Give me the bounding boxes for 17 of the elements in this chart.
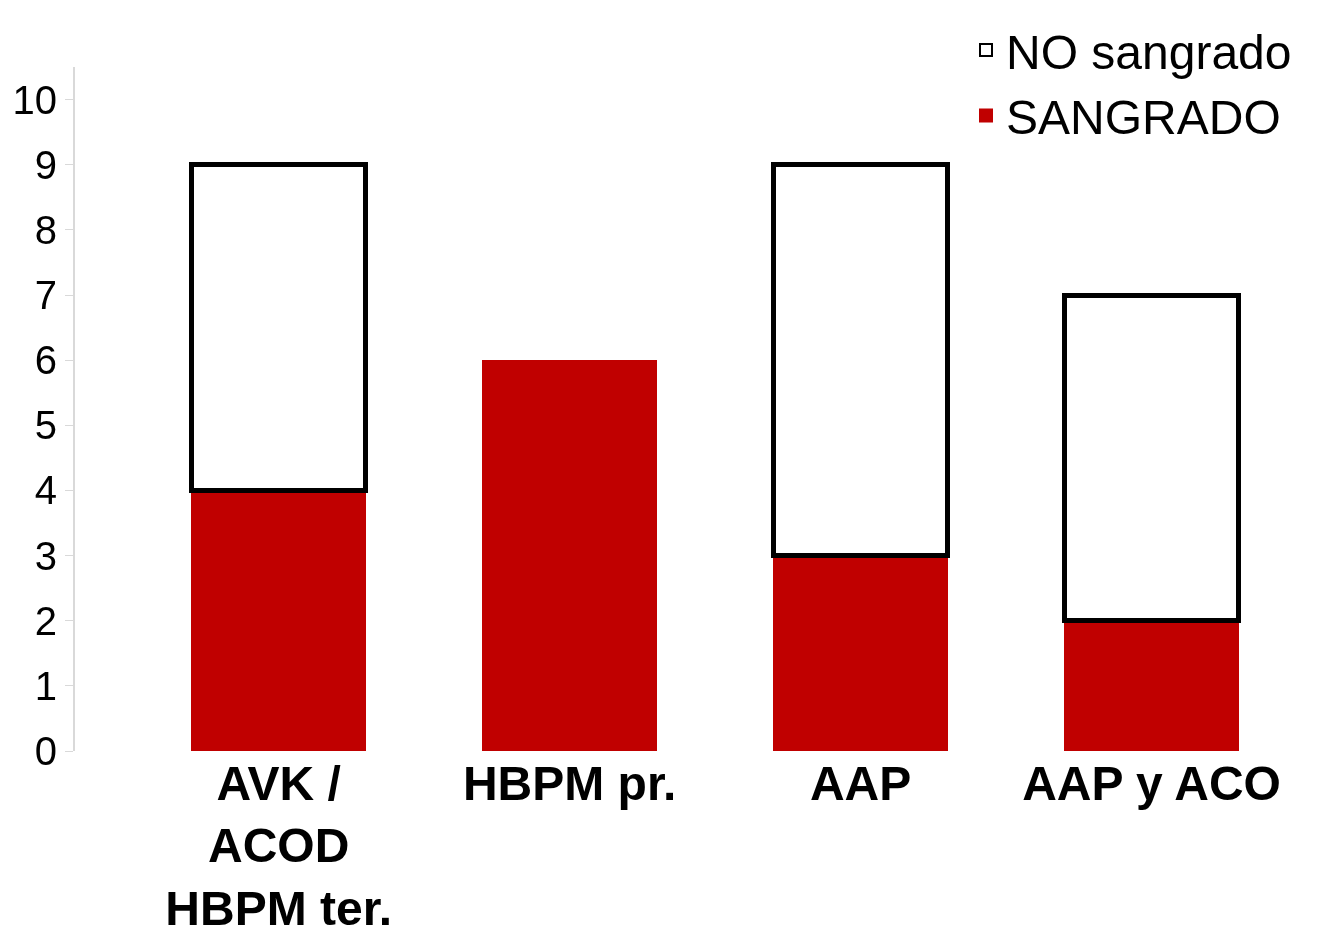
x-tick-label: AVK / ACOD HBPM ter. [165,757,393,935]
y-tick-label: 7 [34,273,57,317]
y-tick-label: 0 [34,729,57,773]
y-tick-label: 5 [34,403,57,448]
legend-label: SANGRADO [1006,91,1281,145]
y-tick-label: 2 [34,598,57,643]
y-tick-label: 10 [12,77,57,122]
x-tick-label: AAP y ACO [1022,757,1281,810]
y-tick-label: 4 [34,468,57,513]
x-tick-label: AAP [809,757,912,810]
y-tick-label: 9 [34,142,57,187]
y-tick-label: 8 [34,207,57,252]
y-tick-label: 3 [34,533,57,578]
y-tick-label: 6 [34,338,57,383]
legend-label: NO sangrado [1006,25,1292,79]
x-tick-label: HBPM pr. [462,757,677,810]
y-tick-label: 1 [34,663,57,708]
